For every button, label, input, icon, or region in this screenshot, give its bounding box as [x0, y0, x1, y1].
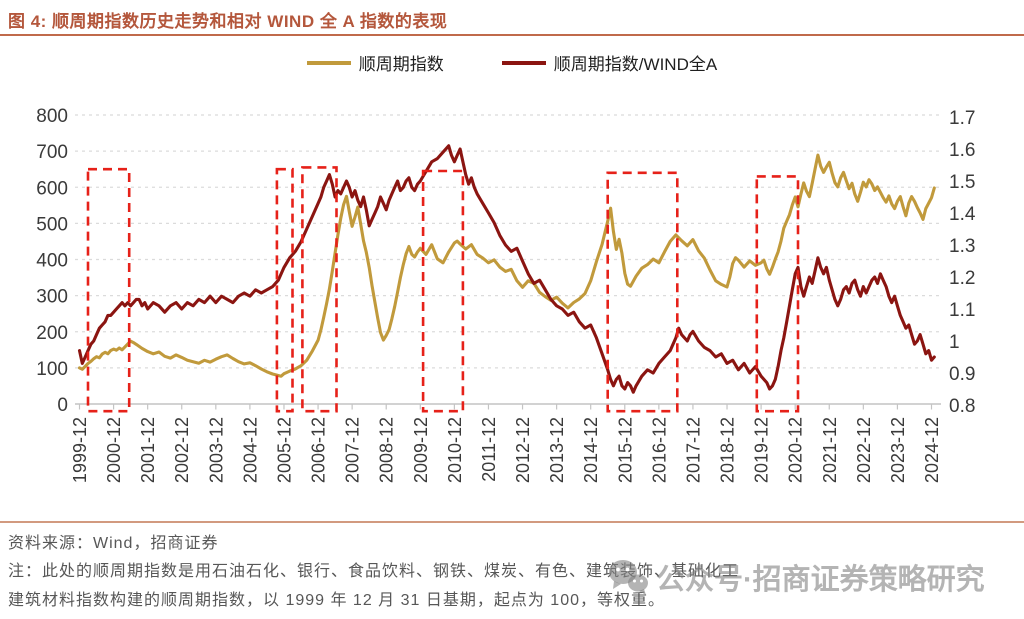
figure-title: 图 4: 顺周期指数历史走势和相对 WIND 全 A 指数的表现	[8, 12, 448, 31]
watermark: 公众号·招商证券策略研究	[608, 556, 985, 598]
left-axis-tick-label: 0	[57, 395, 68, 416]
x-tick-label: 2015-12	[615, 417, 635, 483]
legend-swatch-darkred	[501, 60, 546, 65]
x-tick-label: 2000-12	[104, 417, 124, 483]
legend-item-ratio: 顺周期指数/WIND全A	[501, 50, 718, 75]
right-axis-tick-label: 1.3	[949, 236, 975, 257]
x-tick-label: 2008-12	[377, 417, 397, 483]
title-rule	[0, 34, 1024, 36]
x-tick-label: 2009-12	[411, 417, 431, 483]
highlight-box	[275, 167, 294, 413]
highlight-box	[421, 169, 465, 413]
x-tick-label: 1999-12	[70, 417, 90, 483]
right-axis-tick-label: 0.9	[949, 364, 975, 385]
left-axis-tick-label: 100	[36, 359, 68, 380]
x-tick-label: 2012-12	[513, 417, 533, 483]
x-tick-label: 2017-12	[683, 417, 703, 483]
left-axis-tick-label: 500	[36, 214, 68, 235]
x-tick-label: 2024-12	[922, 417, 942, 483]
right-axis-tick-label: 1	[949, 332, 960, 353]
highlight-box	[606, 171, 679, 413]
x-tick-label: 2003-12	[206, 417, 226, 483]
x-tick-label: 2006-12	[309, 417, 329, 483]
highlight-box	[86, 167, 131, 413]
x-tick-label: 2004-12	[240, 417, 260, 483]
x-tick-label: 2022-12	[854, 417, 874, 483]
left-axis-tick-label: 700	[36, 142, 68, 163]
legend-swatch-gold	[306, 60, 351, 65]
left-axis-tick-label: 800	[36, 106, 68, 127]
x-tick-label: 2023-12	[888, 417, 908, 483]
watermark-text: 公众号·招商证券策略研究	[656, 564, 985, 596]
left-axis-tick-label: 400	[36, 251, 68, 272]
left-axis-tick-label: 600	[36, 178, 68, 199]
right-axis-tick-label: 1.6	[949, 140, 975, 161]
right-axis-tick-label: 1.7	[949, 108, 975, 129]
series-index-line	[77, 153, 936, 378]
x-tick-label: 2018-12	[718, 417, 738, 483]
right-axis-tick-label: 0.8	[949, 396, 975, 417]
series-ratio-line	[77, 144, 936, 394]
footer-rule	[0, 521, 1024, 523]
x-tick-label: 2014-12	[581, 417, 601, 483]
legend-item-index: 顺周期指数	[306, 50, 444, 75]
x-tick-label: 2013-12	[547, 417, 567, 483]
left-axis-tick-label: 300	[36, 287, 68, 308]
legend-label-ratio: 顺周期指数/WIND全A	[553, 55, 718, 74]
highlight-box	[755, 175, 800, 413]
note-line-2: 建筑材料指数构建的顺周期指数，以 1999 年 12 月 31 日基期，起点为 …	[8, 592, 666, 609]
x-tick-label: 2021-12	[820, 417, 840, 483]
right-axis-tick-label: 1.2	[949, 268, 975, 289]
x-tick-label: 2011-12	[479, 417, 499, 482]
highlight-box	[301, 166, 338, 413]
legend-label-index: 顺周期指数	[358, 55, 444, 74]
x-tick-label: 2019-12	[752, 417, 772, 483]
source-line: 资料来源：Wind，招商证券	[8, 535, 219, 552]
x-tick-label: 2010-12	[445, 417, 465, 483]
right-axis-tick-label: 1.4	[949, 204, 976, 225]
x-tick-label: 2002-12	[172, 417, 192, 483]
right-axis-tick-label: 1.5	[949, 172, 975, 193]
x-tick-label: 2001-12	[138, 417, 158, 483]
x-tick-label: 2020-12	[786, 417, 806, 483]
x-tick-label: 2007-12	[343, 417, 363, 483]
legend: 顺周期指数 顺周期指数/WIND全A	[0, 50, 1024, 75]
wechat-icon	[609, 560, 648, 595]
x-tick-label: 2016-12	[649, 417, 669, 483]
left-axis-tick-label: 200	[36, 323, 68, 344]
note-line-1: 注：此处的顺周期指数是用石油石化、银行、食品饮料、钢铁、煤炭、有色、建筑装饰、基…	[8, 563, 740, 580]
right-axis-tick-label: 1.1	[949, 300, 975, 321]
x-tick-label: 2005-12	[274, 417, 294, 483]
